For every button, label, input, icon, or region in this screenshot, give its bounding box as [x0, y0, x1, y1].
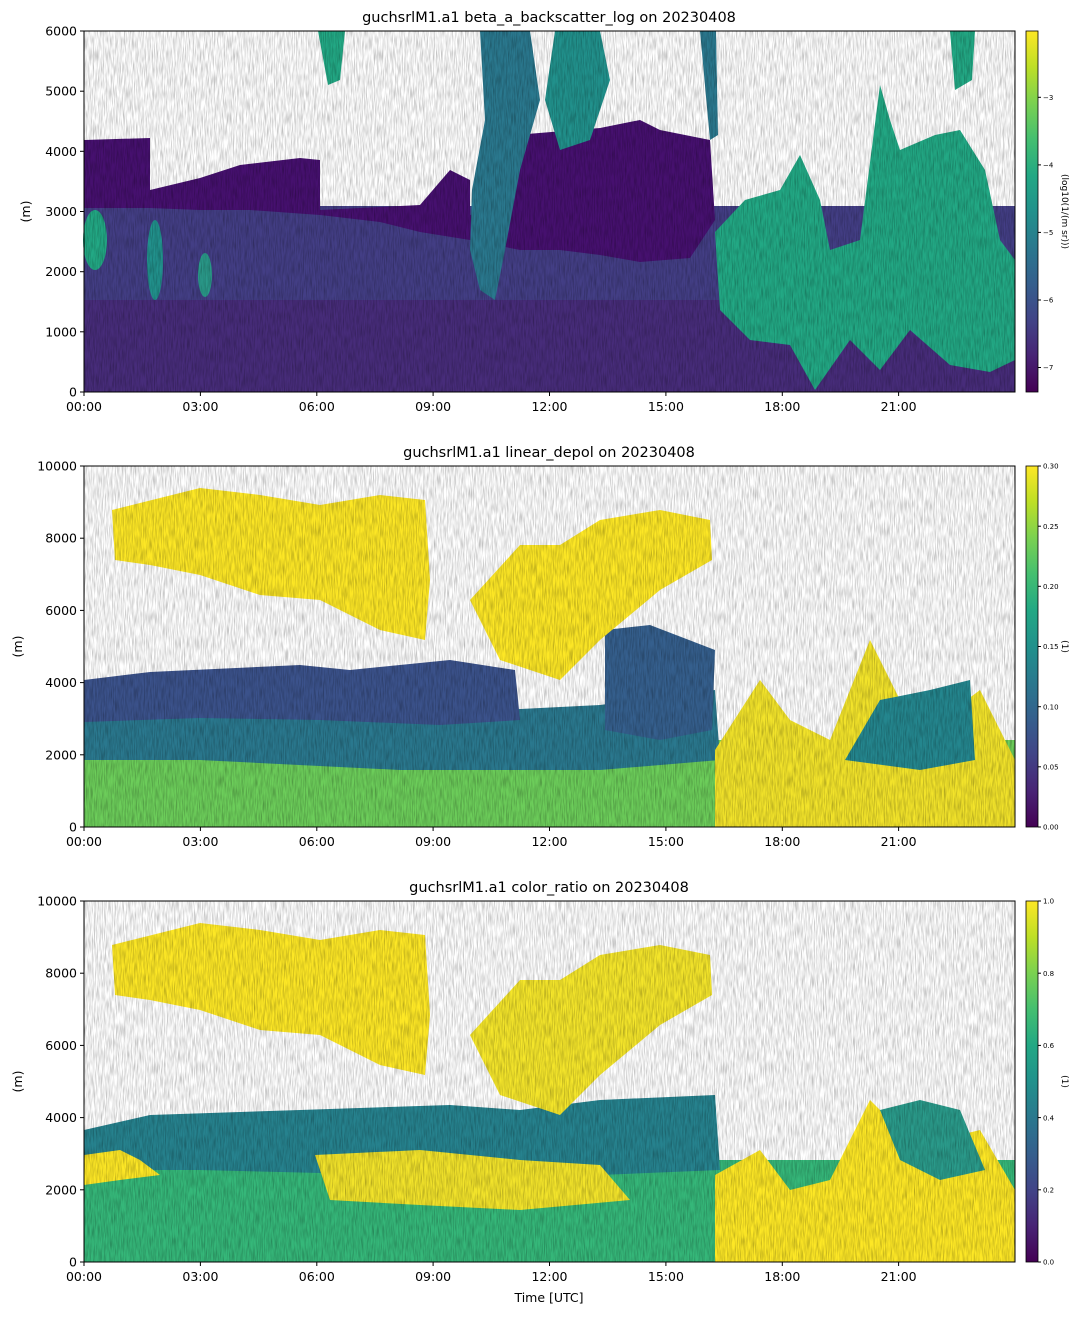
x-tick-label: 15:00	[648, 1269, 684, 1284]
y-tick-label: 2000	[45, 1182, 77, 1197]
y-ticks: 0 2000 4000 6000 8000 10000	[37, 459, 84, 835]
x-ticks: 00:00 03:00 06:00 09:00 12:00 15:00 18:0…	[66, 827, 917, 849]
x-tick-label: 00:00	[66, 834, 102, 849]
colorbar-tick-label: 0.6	[1043, 1042, 1055, 1050]
x-tick-label: 21:00	[881, 399, 917, 414]
panel-title: guchsrlM1.a1 beta_a_backscatter_log on 2…	[362, 10, 736, 26]
y-tick-label: 6000	[45, 1038, 77, 1053]
y-tick-label: 6000	[45, 603, 77, 618]
x-tick-label: 03:00	[182, 1269, 218, 1284]
x-tick-label: 18:00	[764, 834, 800, 849]
colorbar-label: (log10(1/(m sr)))	[1059, 174, 1069, 249]
x-tick-label: 09:00	[415, 399, 451, 414]
colorbar-tick-label: −7	[1043, 364, 1053, 372]
colorbar-tick-label: −3	[1043, 94, 1053, 102]
colorbar-tick-label: 0.30	[1043, 463, 1059, 471]
y-tick-label: 10000	[37, 459, 77, 474]
y-tick-label: 8000	[45, 531, 77, 546]
colorbar-tick-label: 0.05	[1043, 764, 1059, 772]
colorbar-tick-label: −5	[1043, 229, 1053, 237]
y-tick-label: 8000	[45, 966, 77, 981]
y-tick-label: 3000	[45, 204, 77, 219]
heatmap-field	[84, 466, 1015, 827]
colorbar-tick-label: 0.8	[1043, 970, 1054, 978]
y-tick-label: 4000	[45, 144, 77, 159]
y-tick-label: 1000	[45, 324, 77, 339]
x-tick-label: 21:00	[881, 834, 917, 849]
y-tick-label: 4000	[45, 1110, 77, 1125]
y-tick-label: 10000	[37, 894, 77, 909]
colorbar-tick-label: 0.15	[1043, 643, 1059, 651]
heatmap-field	[84, 901, 1015, 1262]
x-tick-label: 15:00	[648, 834, 684, 849]
colorbar-gradient	[1025, 900, 1039, 1263]
colorbar-tick-label: −6	[1043, 297, 1054, 305]
x-axis-label: Time [UTC]	[513, 1290, 583, 1305]
y-tick-label: 0	[69, 820, 77, 835]
colorbar-tick-label: 0.2	[1043, 1187, 1054, 1195]
y-tick-label: 5000	[45, 84, 77, 99]
y-axis-label: (m)	[10, 636, 25, 658]
colorbar-tick-label: 0.10	[1043, 703, 1059, 711]
colorbar: 0.00 0.05 0.10 0.15 0.20 0.25 0.30 (1)	[1025, 463, 1069, 832]
colorbar-tick-label: 0.4	[1043, 1114, 1055, 1122]
colorbar-tick-label: 0.00	[1043, 824, 1059, 832]
colorbar-label: (1)	[1059, 1075, 1069, 1088]
colorbar-label: (1)	[1059, 640, 1069, 653]
speckle-texture	[84, 466, 1015, 827]
colorbar-tick-label: 0.0	[1043, 1259, 1054, 1267]
x-tick-label: 03:00	[182, 399, 218, 414]
x-tick-label: 12:00	[531, 1269, 567, 1284]
y-tick-label: 0	[69, 385, 77, 400]
x-tick-label: 06:00	[299, 834, 335, 849]
x-tick-label: 06:00	[299, 1269, 335, 1284]
x-tick-label: 00:00	[66, 399, 102, 414]
speckle-texture	[84, 31, 1015, 392]
colorbar-tick-label: 0.25	[1043, 523, 1059, 531]
colorbar-gradient	[1025, 465, 1039, 828]
y-tick-label: 2000	[45, 264, 77, 279]
y-axis-label: (m)	[18, 201, 33, 223]
colorbar: −3 −4 −5 −6 −7 (log10(1/(m sr)))	[1025, 30, 1069, 393]
y-tick-label: 2000	[45, 747, 77, 762]
heatmap-field	[83, 31, 1015, 392]
y-tick-label: 6000	[45, 24, 77, 39]
panel-title: guchsrlM1.a1 linear_depol on 20230408	[403, 445, 695, 461]
y-tick-label: 0	[69, 1255, 77, 1270]
x-tick-label: 09:00	[415, 834, 451, 849]
x-tick-label: 12:00	[531, 399, 567, 414]
x-tick-label: 21:00	[881, 1269, 917, 1284]
panel-title: guchsrlM1.a1 color_ratio on 20230408	[409, 880, 689, 896]
x-tick-label: 09:00	[415, 1269, 451, 1284]
x-tick-label: 03:00	[182, 834, 218, 849]
y-tick-label: 4000	[45, 675, 77, 690]
x-tick-label: 18:00	[764, 1269, 800, 1284]
x-ticks: 00:00 03:00 06:00 09:00 12:00 15:00 18:0…	[66, 1262, 917, 1284]
panel-linear-depol: guchsrlM1.a1 linear_depol on 20230408 00…	[10, 445, 1069, 849]
x-tick-label: 18:00	[764, 399, 800, 414]
y-axis-label: (m)	[10, 1071, 25, 1093]
panel-color-ratio: guchsrlM1.a1 color_ratio on 20230408 00:…	[10, 880, 1069, 1305]
x-ticks: 00:00 03:00 06:00 09:00 12:00 15:00 18:0…	[66, 392, 917, 414]
x-tick-label: 06:00	[299, 399, 335, 414]
x-tick-label: 00:00	[66, 1269, 102, 1284]
colorbar-gradient	[1025, 30, 1039, 393]
colorbar-tick-label: −4	[1043, 162, 1054, 170]
y-ticks: 0 2000 4000 6000 8000 10000	[37, 894, 84, 1270]
x-tick-label: 15:00	[648, 399, 684, 414]
colorbar-tick-label: 1.0	[1043, 898, 1054, 906]
x-tick-label: 12:00	[531, 834, 567, 849]
speckle-texture	[84, 901, 1015, 1262]
y-ticks: 0 1000 2000 3000 4000 5000 6000	[45, 24, 84, 400]
colorbar-tick-label: 0.20	[1043, 583, 1059, 591]
colorbar: 0.0 0.2 0.4 0.6 0.8 1.0 (1)	[1025, 898, 1069, 1267]
panel-backscatter: guchsrlM1.a1 beta_a_backscatter_log on 2…	[18, 10, 1069, 414]
